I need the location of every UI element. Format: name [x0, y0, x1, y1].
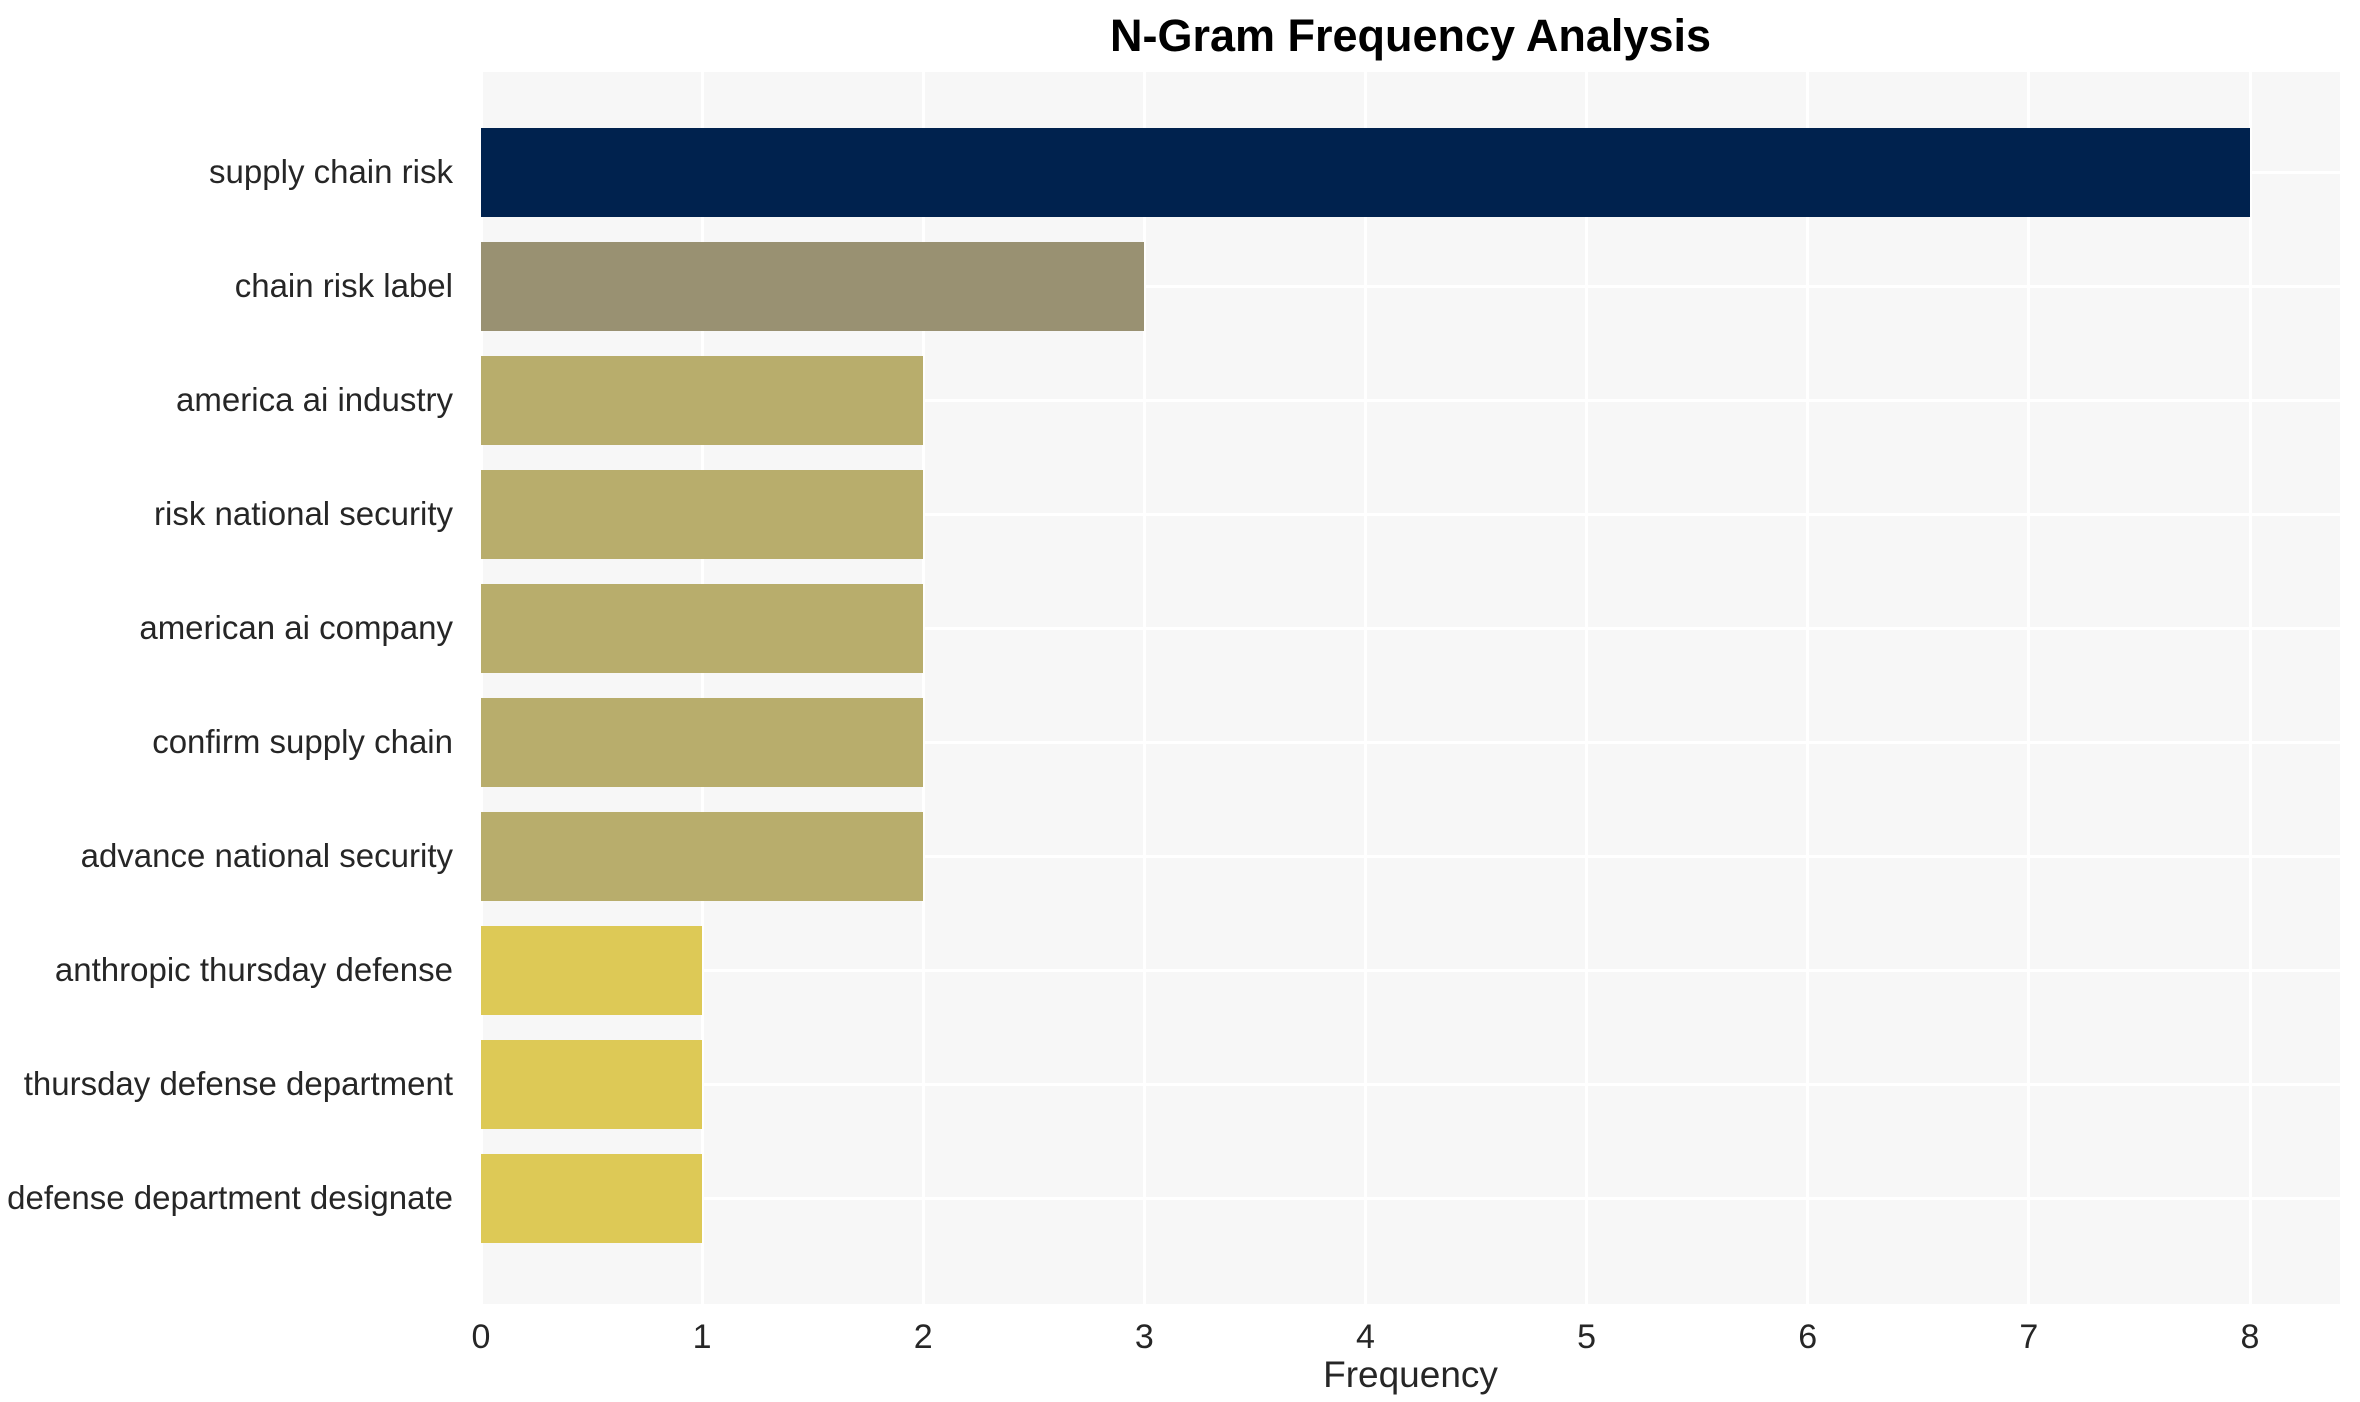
y-axis-label: risk national security — [154, 495, 453, 532]
gridline-horizontal — [481, 1196, 2340, 1200]
x-tick-label: 6 — [1798, 1318, 1818, 1356]
x-tick-label: 8 — [2240, 1318, 2260, 1356]
bar — [481, 925, 703, 1015]
gridline-vertical — [1806, 72, 1810, 1304]
gridline-vertical — [1585, 72, 1589, 1304]
gridline-horizontal — [481, 1082, 2340, 1086]
y-axis-label: anthropic thursday defense — [54, 951, 453, 988]
x-tick-label: 5 — [1577, 1318, 1597, 1356]
x-tick-label: 7 — [2019, 1318, 2039, 1356]
gridline-vertical — [1142, 72, 1146, 1304]
y-axis-label: chain risk label — [234, 267, 453, 304]
bar — [481, 1039, 703, 1129]
gridline-vertical — [921, 72, 925, 1304]
gridline-horizontal — [481, 740, 2340, 744]
bar — [481, 469, 924, 559]
plot-area — [481, 72, 2340, 1304]
gridline-horizontal — [481, 512, 2340, 516]
bar — [481, 127, 2250, 217]
y-axis-label: supply chain risk — [209, 153, 453, 190]
x-tick-label: 1 — [692, 1318, 712, 1356]
x-tick-label: 4 — [1356, 1318, 1375, 1356]
y-axis-label: advance national security — [80, 837, 453, 874]
bar — [481, 811, 924, 901]
x-tick-label: 2 — [913, 1318, 933, 1356]
y-axis-label: defense department designate — [7, 1179, 453, 1216]
gridline-horizontal — [481, 626, 2340, 630]
gridline-vertical — [1364, 72, 1367, 1304]
y-axis-label: thursday defense department — [23, 1065, 453, 1102]
bar — [481, 1153, 703, 1243]
gridline-horizontal — [481, 284, 2340, 288]
gridline-vertical — [481, 72, 483, 1304]
x-tick-label: 3 — [1134, 1318, 1154, 1356]
gridline-vertical — [2027, 72, 2031, 1304]
bar — [481, 583, 924, 673]
x-tick-label: 0 — [471, 1318, 491, 1356]
gridline-vertical — [2248, 72, 2252, 1304]
x-axis-title: Frequency — [1323, 1354, 1498, 1395]
bar — [481, 697, 924, 787]
bar — [481, 241, 1145, 331]
bar — [481, 355, 924, 445]
chart-title: N-Gram Frequency Analysis — [1109, 10, 1712, 61]
gridline-vertical — [700, 72, 704, 1304]
gridline-horizontal — [481, 968, 2340, 972]
y-axis-label: confirm supply chain — [152, 723, 453, 760]
gridline-horizontal — [481, 398, 2340, 402]
gridline-horizontal — [481, 854, 2340, 858]
y-axis-label: america ai industry — [176, 381, 453, 418]
y-axis-label: american ai company — [139, 609, 453, 646]
